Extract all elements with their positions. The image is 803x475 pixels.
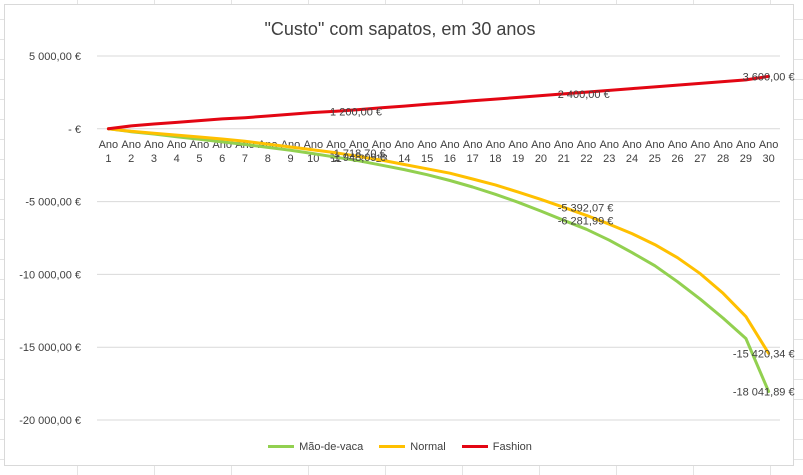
data-label: -1 948,09 € <box>330 152 386 164</box>
x-tick-label: Ano 19 <box>508 139 528 165</box>
legend-label: Fashion <box>492 440 532 453</box>
x-tick-label: Ano 1 <box>99 139 119 165</box>
legend-swatch <box>461 445 488 448</box>
chart-area[interactable]: "Custo" com sapatos, em 30 anos 5 000,00… <box>4 4 795 466</box>
y-tick-label: 5 000,00 € <box>29 51 81 63</box>
x-tick-label: Ano 27 <box>691 139 711 165</box>
x-tick-label: Ano 21 <box>554 139 574 165</box>
y-tick-label: -5 000,00 € <box>25 197 81 209</box>
legend-label: Normal <box>410 440 446 453</box>
legend-swatch <box>268 445 295 448</box>
x-tick-label: Ano 24 <box>622 139 642 165</box>
x-tick-label: Ano 2 <box>121 139 141 165</box>
data-label: 1 200,00 € <box>330 106 382 118</box>
data-label: -15 420,34 € <box>733 348 795 360</box>
x-tick-label: Ano 30 <box>759 139 779 165</box>
x-tick-label: Ano 28 <box>713 139 733 165</box>
x-tick-label: Ano 26 <box>668 139 688 165</box>
y-tick-label: -10 000,00 € <box>19 269 81 281</box>
legend-item[interactable]: Mão-de-vaca <box>268 441 363 453</box>
x-tick-label: Ano 14 <box>395 139 415 165</box>
legend-item[interactable]: Fashion <box>461 440 532 453</box>
x-tick-label: Ano 22 <box>577 139 597 165</box>
x-tick-label: Ano 29 <box>736 139 756 165</box>
data-label: -18 041,89 € <box>733 386 795 398</box>
data-label: -5 392,07 € <box>558 202 614 214</box>
x-tick-label: Ano 17 <box>463 139 483 165</box>
data-label: -6 281,99 € <box>558 215 614 227</box>
chart-title: "Custo" com sapatos, em 30 anos <box>264 19 536 39</box>
series-line-fashion <box>106 74 771 131</box>
legend-item[interactable]: Normal <box>379 440 446 453</box>
x-tick-label: Ano 4 <box>167 139 187 165</box>
legend-label: Mão-de-vaca <box>299 440 364 453</box>
x-tick-label: Ano 23 <box>599 139 619 165</box>
x-tick-label: Ano 18 <box>486 139 506 165</box>
x-tick-label: Ano 25 <box>645 139 665 165</box>
x-tick-label: Ano 15 <box>417 139 437 165</box>
legend: Mão-de-vaca Normal Fashion <box>5 439 795 453</box>
series-line-normal <box>106 127 771 355</box>
x-tick-label: Ano 5 <box>190 139 210 165</box>
x-tick-label: Ano 11 <box>326 139 346 165</box>
x-tick-label: Ano 3 <box>144 139 164 165</box>
x-tick-label: Ano 20 <box>531 139 551 165</box>
data-label: -1 718,70 € <box>330 148 386 160</box>
y-tick-label: -20 000,00 € <box>19 415 81 427</box>
y-tick-label: - € <box>68 124 81 136</box>
legend-swatch <box>379 445 406 448</box>
x-tick-label: Ano 16 <box>440 139 460 165</box>
plot-area: 5 000,00 € - € -5 000,00 € -10 000,00 € -15 … <box>19 51 795 427</box>
data-label: 3 600,00 € <box>743 71 795 83</box>
series-line-m-o-de-vaca <box>106 127 771 393</box>
y-tick-label: -15 000,00 € <box>19 342 81 354</box>
data-label: 2 400,00 € <box>558 89 610 101</box>
